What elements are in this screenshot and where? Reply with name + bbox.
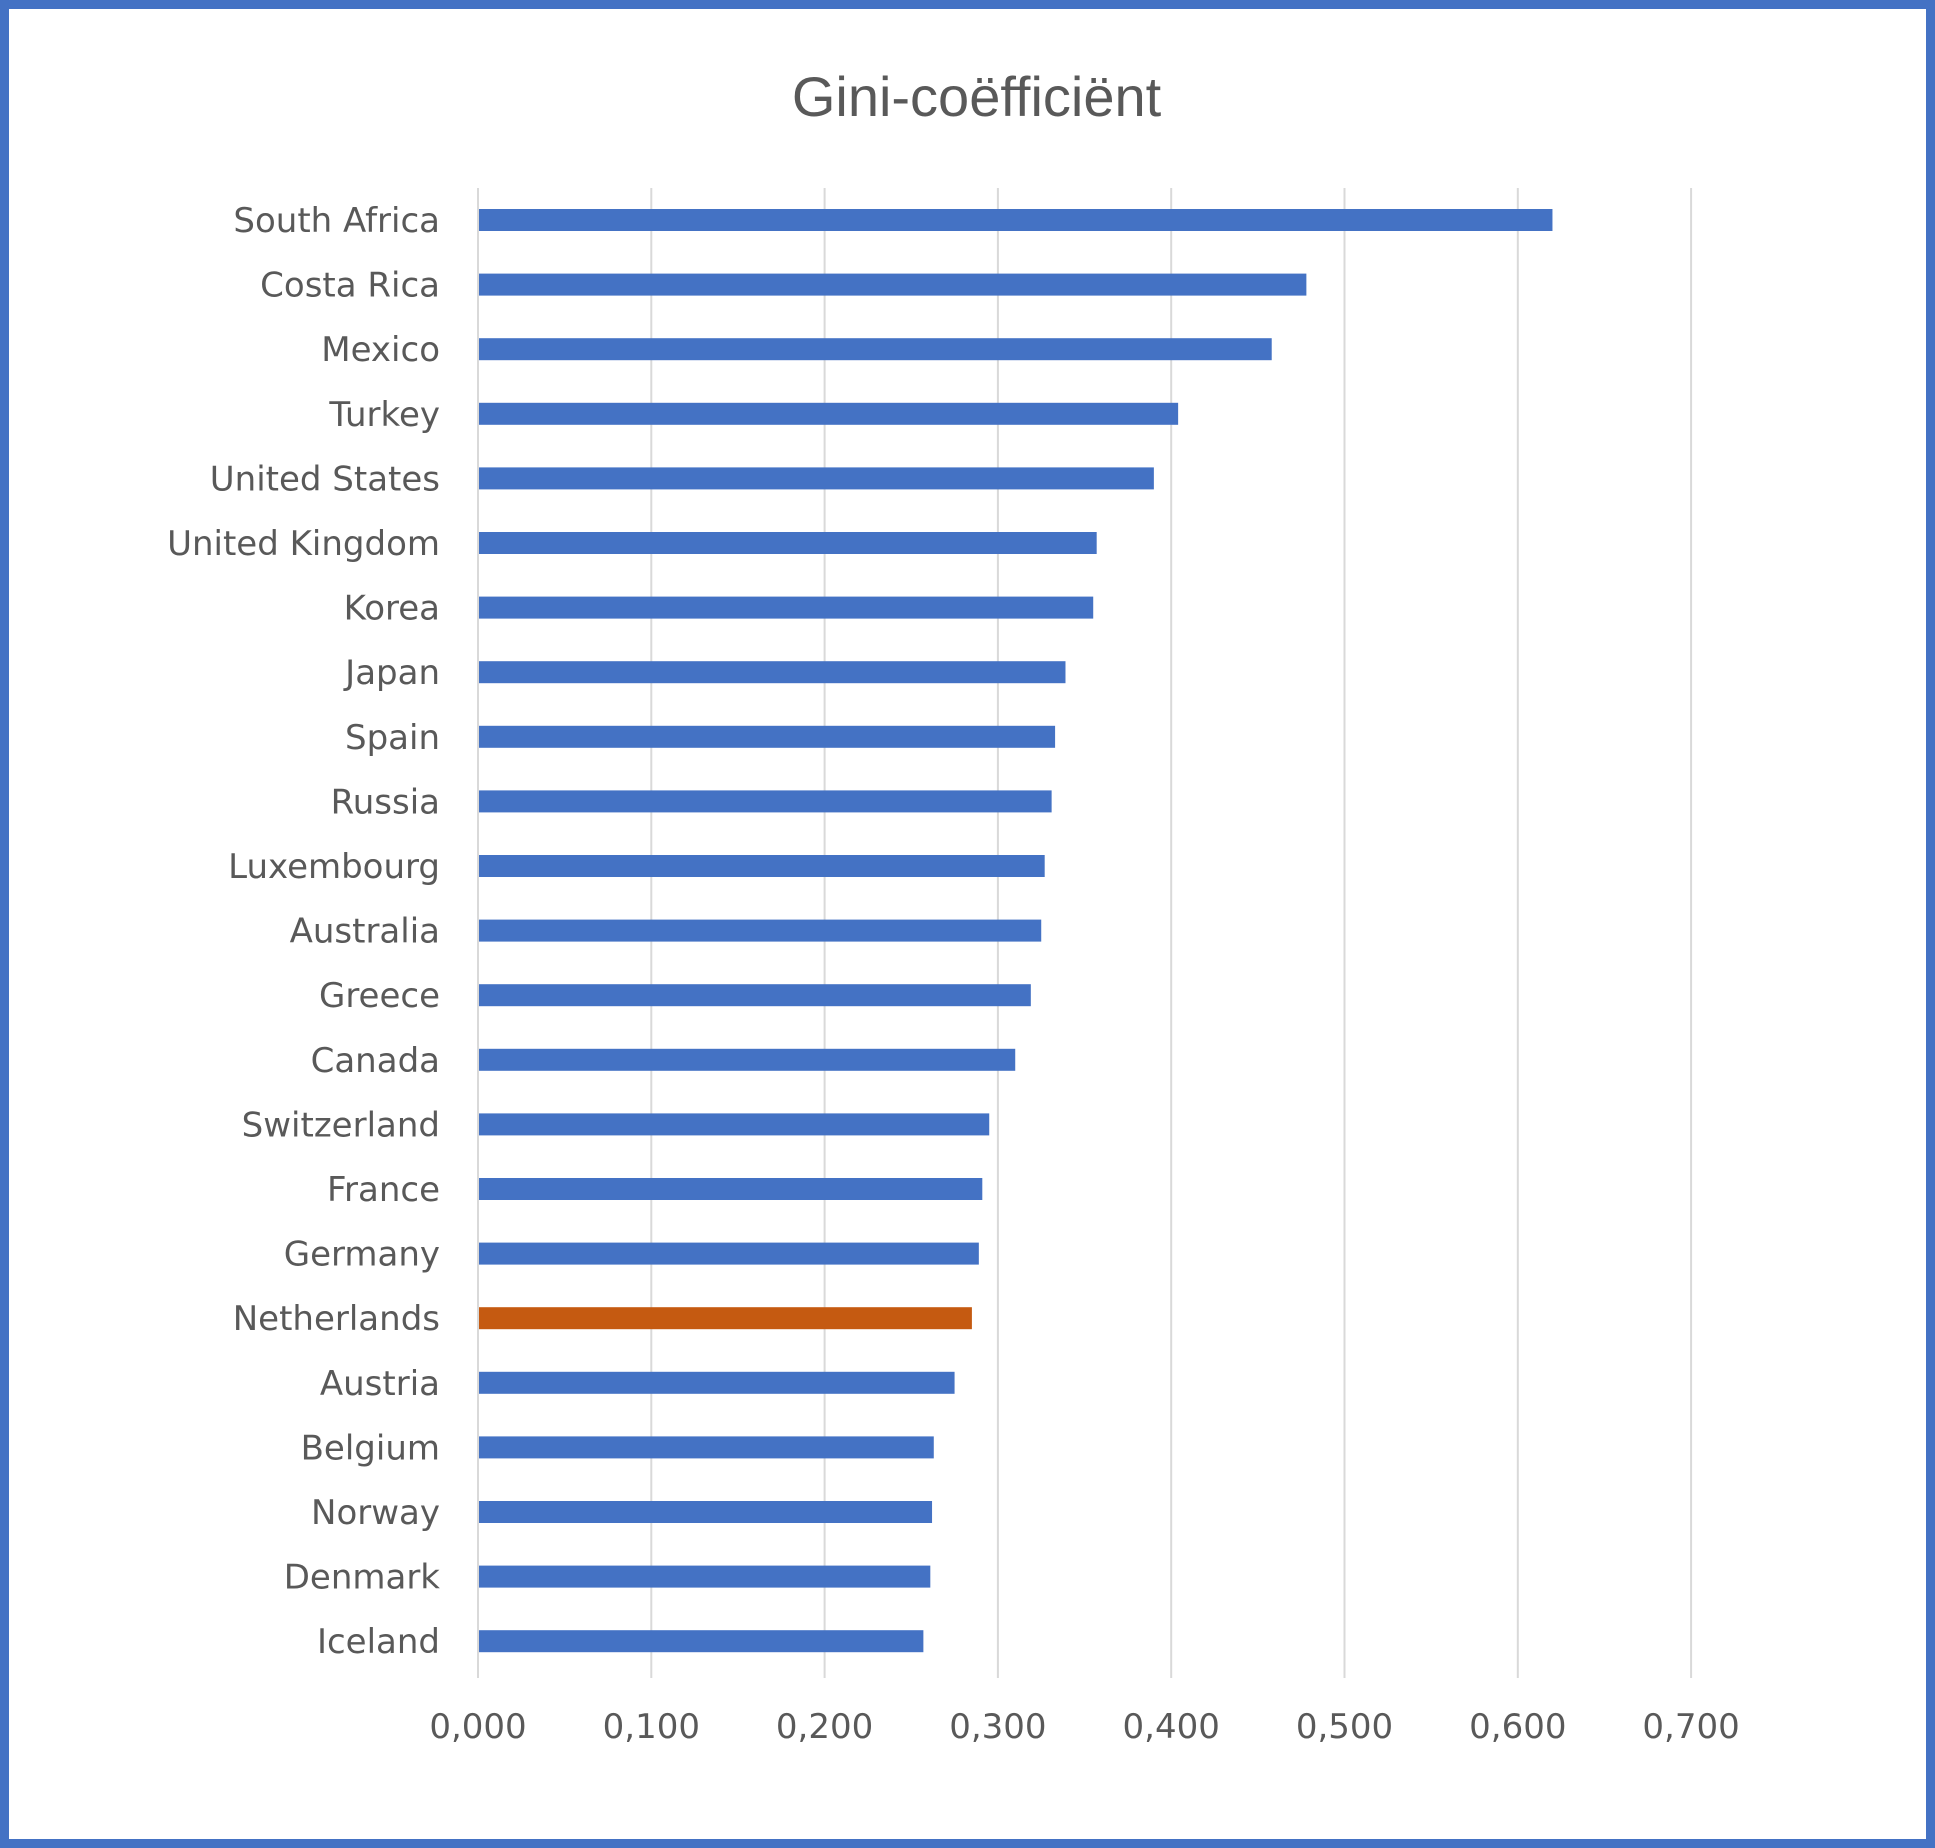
category-label: Spain: [345, 718, 440, 758]
bar: [479, 209, 1553, 231]
x-tick-label: 0,700: [1642, 1707, 1739, 1747]
category-label: Greece: [319, 976, 440, 1016]
bar: [479, 1436, 934, 1459]
category-label: United Kingdom: [167, 524, 440, 564]
category-label: Switzerland: [242, 1105, 440, 1145]
category-label: South Africa: [233, 201, 440, 241]
bar: [479, 1113, 990, 1136]
category-label: Turkey: [328, 395, 440, 435]
category-label: Belgium: [301, 1428, 440, 1468]
bar: [479, 919, 1042, 942]
category-label: Costa Rica: [260, 266, 440, 306]
category-label: Korea: [344, 589, 440, 629]
bar: [479, 467, 1154, 490]
bar: [479, 532, 1097, 554]
x-tick-label: 0,500: [1296, 1707, 1393, 1747]
bar: [479, 273, 1307, 296]
bar: [479, 1048, 1016, 1071]
category-label: Netherlands: [233, 1299, 440, 1339]
category-label: France: [327, 1170, 440, 1210]
chart-title: Gini-coëfficiënt: [791, 65, 1162, 128]
category-label: Canada: [311, 1041, 440, 1081]
category-label: Norway: [311, 1493, 440, 1533]
category-label: Denmark: [284, 1558, 441, 1598]
category-label: Japan: [343, 653, 440, 693]
bar: [479, 725, 1056, 748]
bar: [479, 1307, 972, 1330]
bar: [479, 1178, 983, 1200]
bar: [479, 338, 1272, 361]
bar: [479, 596, 1094, 619]
x-tick-label: 0,600: [1469, 1707, 1566, 1747]
bar: [479, 661, 1066, 684]
bar: [479, 790, 1052, 813]
category-label: Mexico: [321, 330, 440, 370]
category-label: Russia: [331, 782, 440, 822]
x-tick-label: 0,200: [776, 1707, 873, 1747]
category-label: Austria: [320, 1364, 440, 1404]
bar: [479, 1630, 924, 1653]
category-label: Australia: [290, 912, 440, 952]
category-label: Iceland: [317, 1622, 440, 1662]
x-tick-label: 0,400: [1123, 1707, 1220, 1747]
x-tick-label: 0,000: [429, 1707, 526, 1747]
bar: [479, 855, 1045, 877]
bar: [479, 1242, 979, 1265]
category-label: United States: [210, 459, 440, 499]
bar: [479, 984, 1031, 1007]
bar: [479, 1565, 931, 1588]
bar: [479, 402, 1179, 425]
bar: [479, 1371, 955, 1394]
x-tick-label: 0,300: [949, 1707, 1046, 1747]
category-label: Luxembourg: [228, 847, 440, 887]
x-tick-label: 0,100: [603, 1707, 700, 1747]
bar: [479, 1501, 933, 1523]
category-label: Germany: [284, 1235, 440, 1275]
